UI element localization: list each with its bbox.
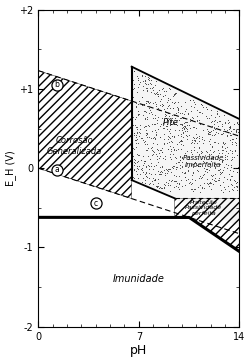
Text: Imunidade: Imunidade bbox=[112, 274, 164, 284]
Text: c: c bbox=[93, 199, 98, 208]
Polygon shape bbox=[131, 67, 238, 226]
Text: Corrosão
Generalizada: Corrosão Generalizada bbox=[46, 136, 102, 156]
Text: Passividade
Imperfeita: Passividade Imperfeita bbox=[182, 155, 223, 168]
Y-axis label: E_H (V): E_H (V) bbox=[6, 150, 16, 186]
Text: Proteção
Passividade
perfeita: Proteção Passividade perfeita bbox=[184, 200, 221, 216]
Text: b: b bbox=[54, 80, 59, 89]
Text: a: a bbox=[54, 165, 59, 174]
Text: Pite: Pite bbox=[162, 118, 178, 127]
X-axis label: pH: pH bbox=[130, 344, 147, 358]
